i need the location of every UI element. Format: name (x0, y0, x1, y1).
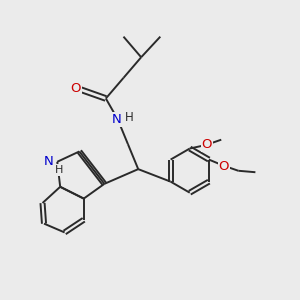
Text: O: O (202, 138, 212, 151)
Text: N: N (44, 155, 54, 168)
Text: H: H (55, 165, 63, 175)
Text: H: H (124, 111, 133, 124)
Text: O: O (219, 160, 229, 172)
Text: N: N (111, 112, 121, 126)
Text: O: O (70, 82, 81, 95)
